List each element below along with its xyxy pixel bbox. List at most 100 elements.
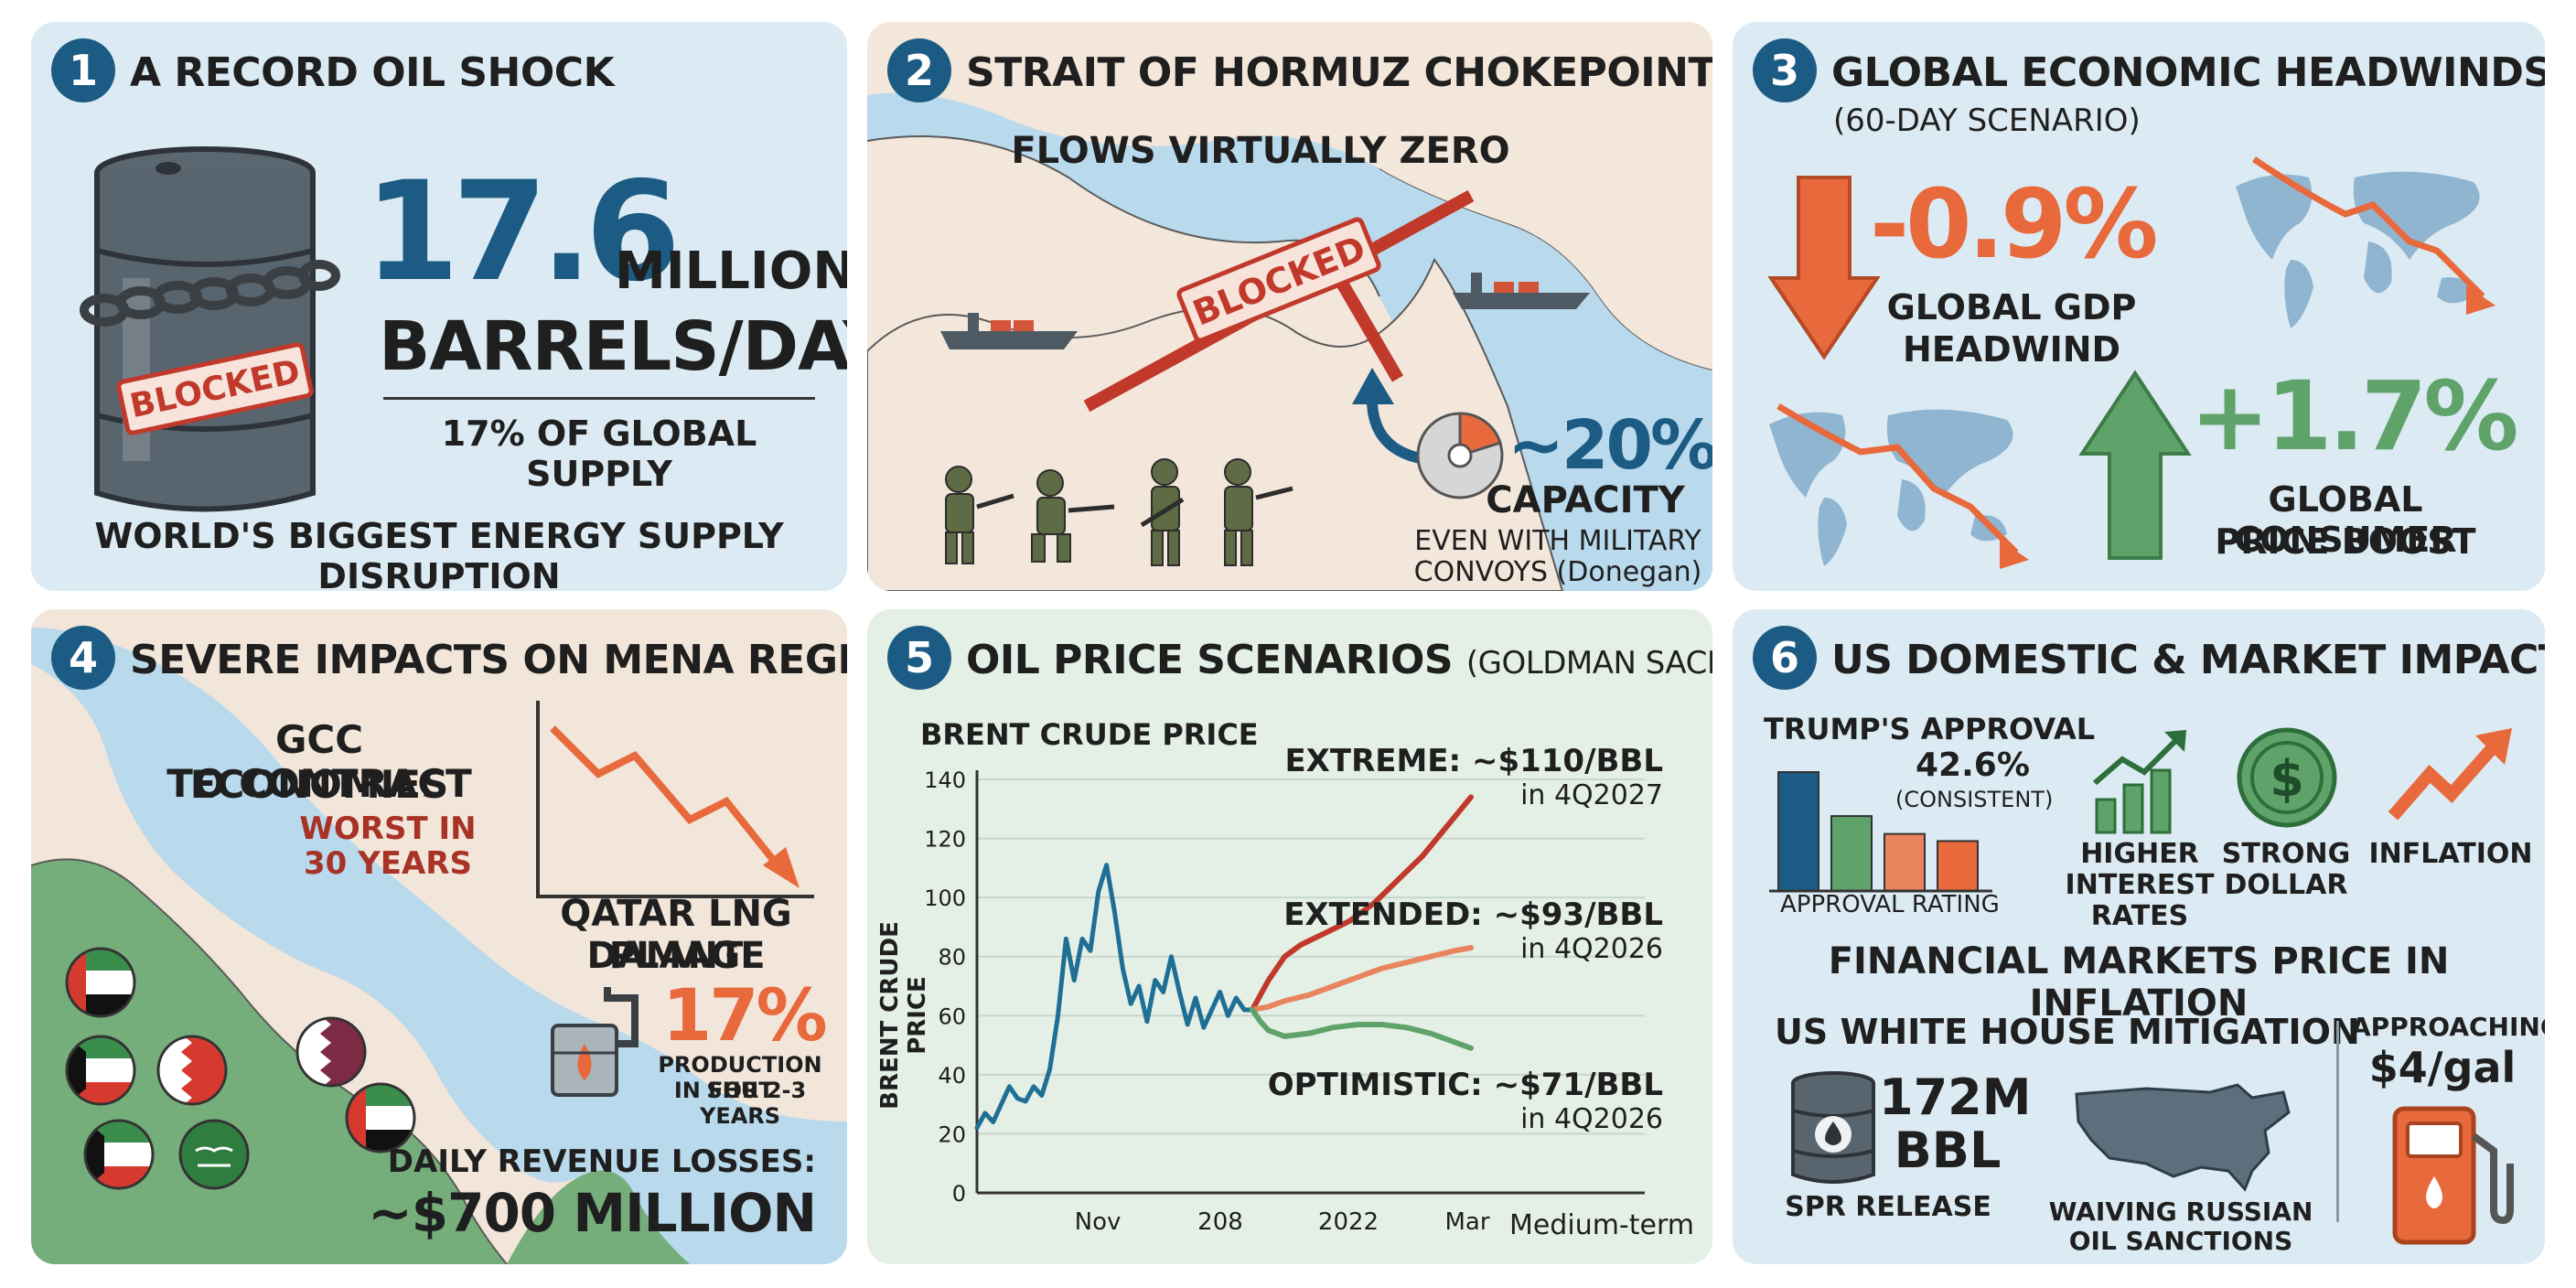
x-tick-label: 208	[1197, 1208, 1243, 1236]
shut-line2: IN FOR 2-3 YEARS	[673, 1078, 807, 1129]
revenue-label: DAILY REVENUE LOSSES:	[387, 1143, 816, 1180]
approval-caption: APPROVAL RATING	[1780, 891, 2000, 918]
flows-caption: FLOWS VIRTUALLY ZERO	[1011, 130, 1510, 172]
gcc-line2: TO CONTRACT	[166, 761, 472, 806]
gas-line2: $4/gal	[2368, 1043, 2517, 1092]
global-share: 17% OF GLOBAL SUPPLY	[441, 413, 757, 494]
approval-bar	[1830, 815, 1873, 892]
price-chart: 0 20 40 60 80 100 120 140 Nov 208 2022 Mar	[924, 767, 1645, 1236]
panel-number: 5	[887, 626, 951, 690]
y-tick-label: 60	[938, 1004, 966, 1029]
panel-record-oil-shock: 1 A RECORD OIL SHOCK BLOCKED 17.6 MILLIO…	[31, 22, 847, 591]
y-tick-label: 140	[924, 767, 966, 793]
world-map-icon	[1769, 402, 2029, 569]
lng-plant-icon	[551, 987, 639, 1097]
kuwait-flag-icon	[65, 1035, 136, 1106]
capacity-label: CAPACITY	[1486, 479, 1685, 521]
panel-strait-of-hormuz: 2 STRAIT OF HORMUZ CHOKEPOINT FLOWS VIRT…	[867, 22, 1712, 591]
panel-number: 4	[51, 626, 115, 690]
panel-title: US DOMESTIC & MARKET IMPACT	[1831, 637, 2545, 683]
revenue-value: ~$700 MILLION	[368, 1182, 817, 1244]
extreme-when: in 4Q2027	[1520, 779, 1663, 811]
panel-title: GLOBAL ECONOMIC HEADWINDS	[1831, 49, 2545, 96]
mitigation-title: US WHITE HOUSE MITIGATION	[1775, 1012, 2360, 1052]
pie-chart-icon	[1416, 412, 1504, 499]
y-tick-label: 120	[924, 827, 966, 853]
panel-title-main: OIL PRICE SCENARIOS	[966, 637, 1454, 683]
rates-line2: INTEREST	[2065, 869, 2215, 901]
rates-line1: HIGHER	[2080, 838, 2199, 870]
x-tick-label: 2022	[1318, 1208, 1379, 1236]
bar-chart-icon	[1769, 771, 1992, 893]
uae-flag-icon	[345, 1082, 416, 1154]
panel-title: A RECORD OIL SHOCK	[130, 49, 615, 96]
y-tick-label: 40	[938, 1063, 966, 1089]
rates-line3: RATES	[2090, 900, 2189, 932]
x-tick-label: Nov	[1075, 1208, 1122, 1236]
extended-when: in 4Q2026	[1520, 933, 1663, 965]
svg-text:$: $	[2270, 750, 2304, 808]
waive-line1: WAIVING RUSSIAN	[2048, 1197, 2313, 1227]
uae-flag-icon	[65, 947, 136, 1018]
approval-bar	[1937, 840, 1979, 892]
inflation-label: INFLATION	[2368, 838, 2533, 870]
decline-chart-icon	[536, 701, 814, 898]
saudi-flag-icon	[178, 1119, 250, 1190]
panel-title: SEVERE IMPACTS ON MENA REGION	[130, 637, 847, 683]
cpi-value: +1.7%	[2190, 360, 2519, 472]
extreme-label: EXTREME: ~$110/BBL	[1284, 743, 1663, 779]
series-line-3	[1249, 1006, 1474, 1051]
panel-number: 3	[1753, 38, 1817, 102]
dollar-line1: STRONG	[2221, 838, 2351, 870]
growth-chart-icon	[2093, 730, 2186, 834]
qatar-line2: DAMAGE	[586, 935, 766, 977]
gdp-label-line1: GLOBAL GDP	[1886, 287, 2137, 327]
oil-drum-icon	[1791, 1071, 1875, 1184]
shut-line1: PRODUCTION SHUT	[658, 1052, 822, 1103]
waive-line2: OIL SANCTIONS	[2068, 1226, 2293, 1256]
approval-value: 42.6%	[1916, 746, 2030, 784]
convoy-note-line1: EVEN WITH MILITARY	[1414, 525, 1701, 557]
optimistic-label: OPTIMISTIC: ~$71/BBL	[1267, 1067, 1663, 1103]
approval-note: (CONSISTENT)	[1895, 787, 2054, 812]
approval-bar	[1884, 832, 1926, 892]
tanker-ship-icon	[1453, 273, 1590, 309]
vertical-divider	[2336, 1021, 2339, 1222]
divider	[383, 397, 815, 400]
cpi-label-line1: GLOBAL CONSUMER	[2234, 479, 2457, 560]
panel-title: STRAIT OF HORMUZ CHOKEPOINT	[966, 49, 1712, 96]
gas-pump-icon	[2392, 1106, 2514, 1245]
series-line-1	[1249, 794, 1474, 1013]
qatar-pct: 17%	[662, 975, 828, 1057]
footer-caption: WORLD'S BIGGEST ENERGY SUPPLY DISRUPTION	[94, 516, 784, 591]
panel-number: 1	[51, 38, 115, 102]
extended-label: EXTENDED: ~$93/BBL	[1283, 896, 1663, 933]
panel-number: 2	[887, 38, 951, 102]
panel-subtitle: (60-DAY SCENARIO)	[1833, 102, 2141, 139]
trend-up-icon	[2388, 728, 2512, 821]
spr-value2: BBL	[1894, 1122, 2002, 1179]
tanker-ship-icon	[940, 313, 1078, 349]
gas-line1: APPROACHING	[2351, 1012, 2545, 1042]
chain-icon	[80, 260, 340, 327]
unit-million: MILLION	[615, 242, 847, 301]
panel-title-sub: (GOLDMAN SACHS)	[1465, 645, 1712, 682]
x-tick-label: Mar	[1444, 1208, 1489, 1236]
series-line-0	[974, 863, 1255, 1131]
down-arrow-icon	[1767, 176, 1881, 360]
big-number: 17.6	[364, 153, 681, 312]
qatar-line1: QATAR LNG PLANT	[560, 893, 792, 977]
y-tick-label: 100	[924, 886, 966, 911]
spr-label: SPR RELEASE	[1785, 1191, 1991, 1223]
chart-title: BRENT CRUDE PRICE	[920, 717, 1259, 752]
y-tick-label: 80	[938, 945, 966, 971]
markets-caption: FINANCIAL MARKETS PRICE IN INFLATION	[1828, 940, 2450, 1025]
worst-line2: 30 YEARS	[304, 845, 472, 882]
gdp-value: -0.9%	[1870, 168, 2159, 280]
spr-value1: 172M	[1879, 1068, 2032, 1126]
dollar-line2: DOLLAR	[2224, 869, 2348, 901]
convoy-note-line2: CONVOYS (Donegan)	[1413, 556, 1702, 588]
gdp-label-line2: HEADWIND	[1902, 329, 2121, 370]
approval-bar	[1777, 771, 1819, 892]
up-arrow-icon	[2078, 370, 2192, 560]
